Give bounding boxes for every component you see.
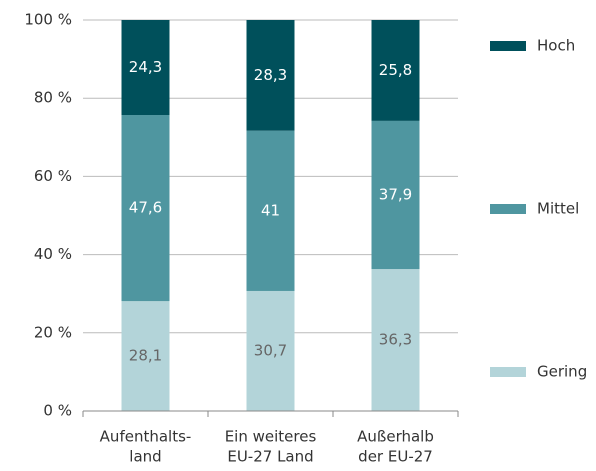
- legend-swatch: [490, 204, 526, 214]
- bar-segment: [371, 269, 420, 411]
- bar-segment: [121, 20, 170, 116]
- y-tick-label: 100 %: [24, 11, 72, 29]
- bar-segment: [121, 115, 170, 302]
- bar-segment: [246, 20, 295, 131]
- value-label: 36,3: [379, 331, 412, 349]
- x-tick-label: Außerhalb: [357, 428, 434, 446]
- legend-swatch: [490, 41, 526, 51]
- value-label: 37,9: [379, 185, 412, 203]
- x-tick-label: land: [129, 448, 161, 466]
- value-label: 30,7: [254, 341, 287, 359]
- y-tick-label: 0 %: [43, 402, 72, 420]
- value-label: 25,8: [379, 61, 412, 79]
- value-label: 24,3: [129, 58, 162, 76]
- y-tick-label: 40 %: [34, 245, 72, 263]
- x-tick-label: der EU-27: [358, 448, 433, 466]
- bar-segment: [371, 20, 420, 121]
- y-tick-label: 20 %: [34, 323, 72, 341]
- legend-label: Gering: [537, 363, 587, 381]
- bar-segment: [246, 290, 295, 411]
- x-tick-label: Aufenthalts-: [100, 428, 192, 446]
- legend-label: Mittel: [537, 200, 579, 218]
- bar-segment: [246, 130, 295, 291]
- legend-label: Hoch: [537, 37, 575, 55]
- value-label: 28,1: [129, 347, 162, 365]
- bar-segment: [121, 301, 170, 411]
- legend-swatch: [490, 367, 526, 377]
- bar-segment: [371, 120, 420, 270]
- value-label: 47,6: [129, 199, 162, 217]
- y-tick-label: 80 %: [34, 89, 72, 107]
- x-tick-label: Ein weiteres: [225, 428, 317, 446]
- y-tick-label: 60 %: [34, 167, 72, 185]
- value-label: 41: [261, 201, 280, 219]
- value-label: 28,3: [254, 66, 287, 84]
- x-tick-label: EU-27 Land: [227, 448, 313, 466]
